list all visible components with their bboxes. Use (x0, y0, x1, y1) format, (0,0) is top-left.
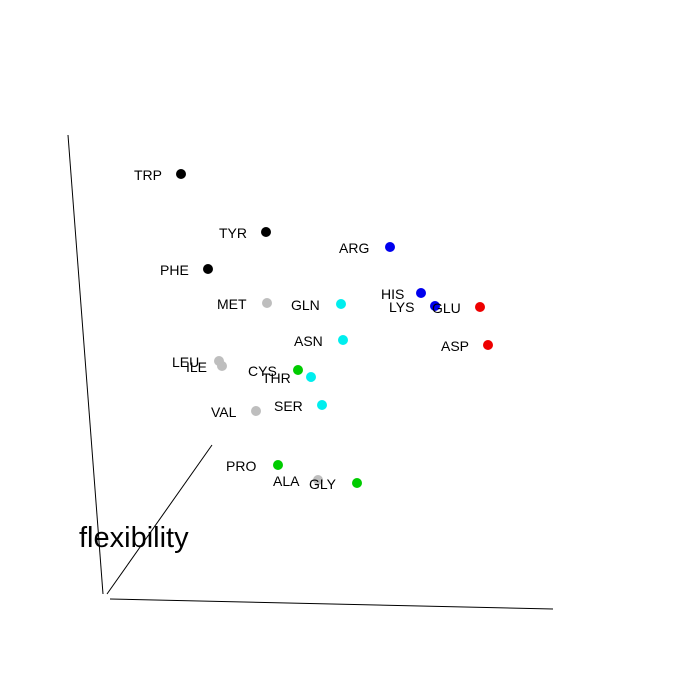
axes (67, 134, 554, 610)
depth-axis-line (106, 444, 213, 595)
point-label-asn: ASN (294, 333, 323, 349)
point-his (416, 288, 426, 298)
point-label-val: VAL (211, 404, 237, 420)
point-label-leu: LEU (172, 354, 199, 370)
vertical-axis-line (67, 134, 104, 595)
point-label-pro: PRO (226, 458, 256, 474)
point-pro (273, 460, 283, 470)
point-label-glu: GLU (432, 300, 461, 316)
point-label-gly: GLY (309, 476, 337, 492)
point-asp (483, 340, 493, 350)
point-label-cys: CYS (248, 363, 277, 379)
point-ala (313, 475, 323, 485)
point-label-arg: ARG (339, 240, 369, 256)
point-gln (336, 299, 346, 309)
point-label-tyr: TYR (219, 225, 247, 241)
point-glu (475, 302, 485, 312)
point-val (251, 406, 261, 416)
point-label-his: HIS (381, 286, 404, 302)
point-label-thr: THR (262, 370, 291, 386)
point-label-ile: ILE (186, 359, 207, 375)
point-gly (352, 478, 362, 488)
point-label-asp: ASP (441, 338, 469, 354)
point-ile (217, 361, 227, 371)
point-asn (338, 335, 348, 345)
axis-title-flexibility: flexibility (79, 522, 189, 554)
point-label-phe: PHE (160, 262, 189, 278)
point-phe (203, 264, 213, 274)
point-lys (430, 301, 440, 311)
point-label-gln: GLN (291, 297, 320, 313)
point-arg (385, 242, 395, 252)
horizontal-axis-line (109, 598, 554, 610)
point-thr (306, 372, 316, 382)
point-label-met: MET (217, 296, 247, 312)
point-met (262, 298, 272, 308)
point-label-trp: TRP (134, 167, 162, 183)
point-label-ala: ALA (273, 473, 300, 489)
point-label-lys: LYS (389, 299, 414, 315)
point-cys (293, 365, 303, 375)
point-tyr (261, 227, 271, 237)
point-label-ser: SER (274, 398, 303, 414)
point-ser (317, 400, 327, 410)
point-trp (176, 169, 186, 179)
